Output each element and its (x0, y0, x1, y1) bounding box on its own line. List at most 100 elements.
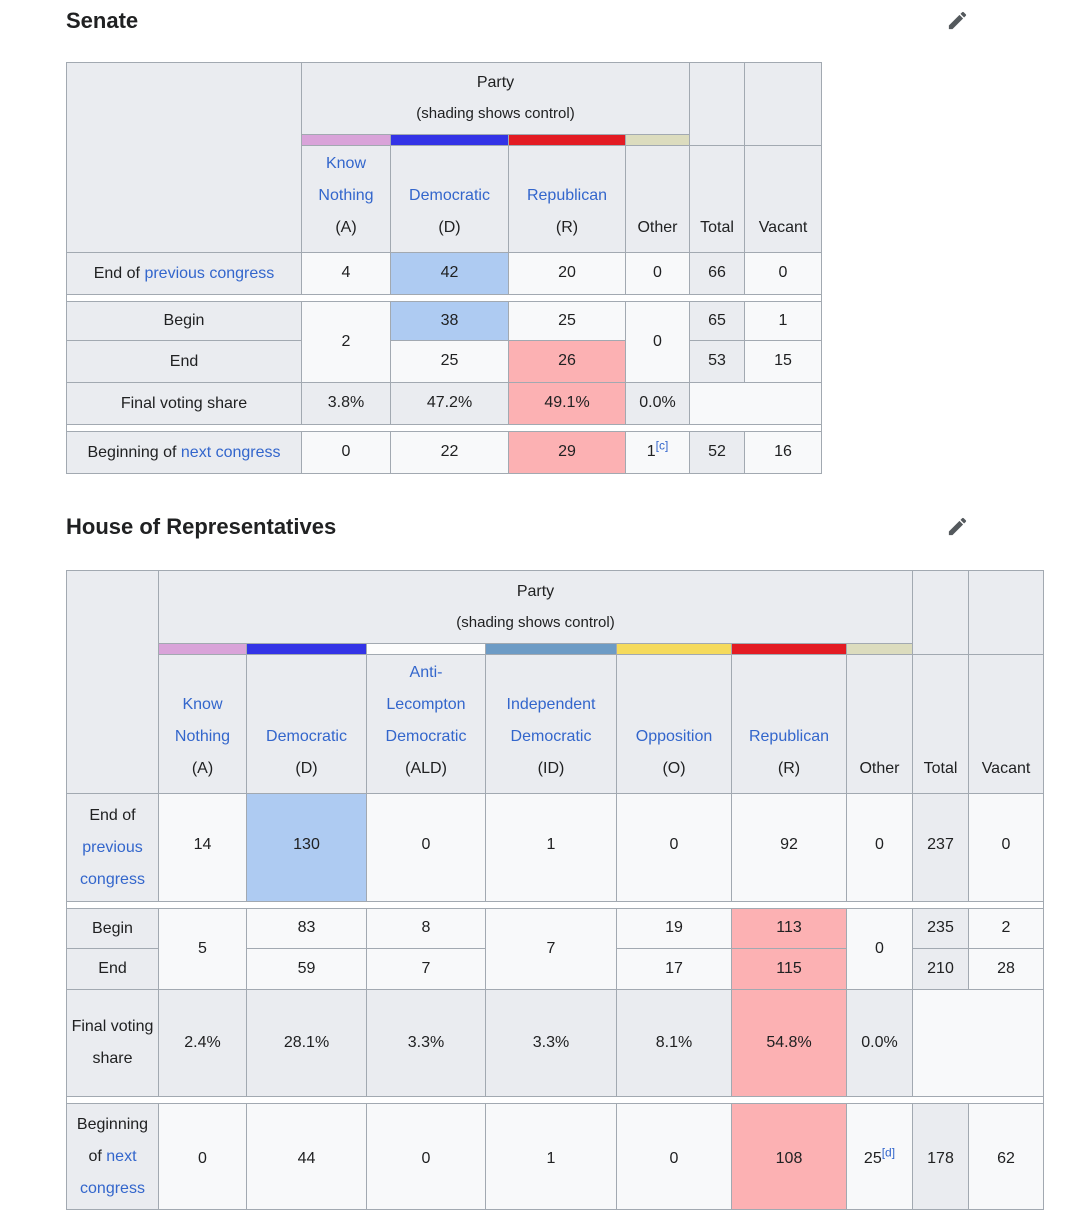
column-header-total: Total (689, 145, 745, 253)
other-cell: 0 (846, 793, 913, 902)
independent-democratic-share-cell: 3.3% (485, 989, 617, 1097)
know-nothing-cell: 5 (158, 908, 247, 990)
id-abbr: (ID) (537, 760, 565, 777)
democratic-color-bar (246, 643, 367, 655)
other-cell: 0 (625, 252, 690, 295)
party-header-subtitle: (shading shows control) (456, 613, 615, 631)
party-header-title: Party (476, 74, 515, 92)
total-cell: 178 (912, 1103, 969, 1210)
row-final-voting-share: Final voting share 2.4% 28.1% 3.3% 3.3% … (66, 989, 1044, 1097)
know-nothing-share-cell: 3.8% (301, 382, 391, 425)
row-end-of-previous-congress: End of previous congress 4 42 20 0 66 0 (66, 252, 822, 295)
previous-congress-link[interactable]: previous congress (144, 264, 275, 282)
vacant-cell: 2 (968, 908, 1044, 949)
total-cell: 65 (689, 301, 745, 341)
row-label: Beginning of next congress (66, 431, 302, 474)
row-label: End (66, 948, 159, 990)
row-beginning-of-next-congress: Beginning of next congress 0 22 29 1[c] … (66, 431, 822, 474)
party-header-cell: Party (shading shows control) (301, 62, 690, 135)
know-nothing-link[interactable]: Know Nothing (318, 155, 374, 204)
total-cell: 66 (689, 252, 745, 295)
column-header-row: Know Nothing (A) Democratic (D) Anti-Lec… (67, 654, 1044, 794)
senate-section-title: Senate (66, 8, 139, 33)
row-label-text: Beginning of (76, 1115, 149, 1165)
other-cell: 1[c] (625, 431, 690, 474)
republican-link[interactable]: Republican (526, 187, 608, 204)
row-label-text: Beginning of (87, 443, 177, 461)
democratic-link[interactable]: Democratic (409, 187, 490, 204)
independent-democratic-cell: 7 (485, 908, 617, 990)
anti-lecompton-democratic-link[interactable]: Anti-Lecompton Democratic (385, 664, 467, 745)
independent-democratic-color-bar (485, 643, 617, 655)
opposition-share-cell: 8.1% (616, 989, 732, 1097)
column-header-know-nothing: Know Nothing (A) (301, 145, 391, 253)
republican-cell: 29 (508, 431, 626, 474)
democratic-cell: 25 (390, 340, 509, 383)
house-composition-table: Party (shading shows control) Know Nothi… (66, 570, 1044, 1210)
democratic-link[interactable]: Democratic (266, 728, 347, 745)
other-color-bar (625, 134, 690, 146)
column-header-vacant: Vacant (744, 145, 822, 253)
opposition-link[interactable]: Opposition (635, 728, 713, 745)
column-header-total: Total (912, 654, 969, 794)
footnote-c-link[interactable]: [c] (655, 438, 669, 453)
know-nothing-cell: 14 (158, 793, 247, 902)
know-nothing-cell: 4 (301, 252, 391, 295)
democratic-cell: 130 (246, 793, 367, 902)
party-color-bar-row (67, 643, 1044, 655)
senate-heading-row: Senate (66, 8, 969, 34)
know-nothing-link[interactable]: Know Nothing (174, 696, 231, 745)
row-label: Beginning of next congress (66, 1103, 159, 1210)
other-share-cell: 0.0% (625, 382, 690, 425)
empty-cell (689, 382, 822, 425)
opposition-cell: 0 (616, 1103, 732, 1210)
column-header-democratic: Democratic (D) (390, 145, 509, 253)
row-label-text: End of (89, 806, 136, 824)
row-beginning-of-next-congress: Beginning of next congress 0 44 0 1 0 10… (66, 1103, 1044, 1210)
next-congress-link[interactable]: next congress (180, 443, 281, 461)
vacant-cell: 28 (968, 948, 1044, 990)
vacant-header-spacer (744, 62, 822, 146)
other-cell: 0 (846, 908, 913, 990)
previous-congress-link[interactable]: previous congress (80, 838, 145, 888)
vacant-cell: 0 (968, 793, 1044, 902)
separator-row (66, 1096, 1044, 1104)
row-begin: Begin 5 83 8 7 19 113 0 235 2 (66, 908, 1044, 990)
separator-row (66, 294, 822, 302)
column-header-republican: Republican (R) (508, 145, 626, 253)
other-color-bar (846, 643, 913, 655)
ald-cell: 0 (366, 1103, 486, 1210)
republican-link[interactable]: Republican (748, 728, 830, 745)
ald-color-bar (366, 643, 486, 655)
total-cell: 52 (689, 431, 745, 474)
column-header-independent-democratic: Independent Democratic (ID) (485, 654, 617, 794)
footnote-d-link[interactable]: [d] (881, 1145, 896, 1160)
democratic-cell: 83 (246, 908, 367, 949)
republican-abbr: (R) (555, 219, 579, 236)
democratic-abbr: (D) (295, 760, 318, 777)
row-label: Final voting share (66, 382, 302, 425)
republican-cell: 113 (731, 908, 847, 949)
total-cell: 235 (912, 908, 969, 949)
independent-democratic-link[interactable]: Independent Democratic (506, 696, 596, 745)
column-header-democratic: Democratic (D) (246, 654, 367, 794)
house-section-title: House of Representatives (66, 514, 337, 539)
edit-icon[interactable] (946, 515, 969, 538)
corner-cell (66, 62, 302, 253)
row-label: Begin (66, 908, 159, 949)
total-cell: 53 (689, 340, 745, 383)
party-header-subtitle: (shading shows control) (416, 105, 575, 123)
corner-cell (66, 570, 159, 794)
know-nothing-share-cell: 2.4% (158, 989, 247, 1097)
vacant-cell: 16 (744, 431, 822, 474)
row-end: End 25 26 53 15 (66, 340, 822, 383)
democratic-cell: 42 (390, 252, 509, 295)
vacant-cell: 0 (744, 252, 822, 295)
vacant-cell: 62 (968, 1103, 1044, 1210)
senate-composition-table: Party (shading shows control) Know Nothi… (66, 62, 822, 474)
democratic-cell: 22 (390, 431, 509, 474)
next-congress-link[interactable]: next congress (80, 1147, 145, 1197)
party-header-title: Party (516, 582, 555, 600)
edit-icon[interactable] (946, 9, 969, 32)
other-share-cell: 0.0% (846, 989, 913, 1097)
